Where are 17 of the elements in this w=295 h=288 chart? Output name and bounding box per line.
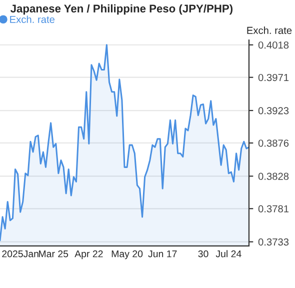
legend-label: Exch. rate (10, 16, 55, 24)
y-tick-label: 0.3781 (258, 205, 289, 212)
x-tick-label: 30 (198, 250, 208, 258)
x-tick-label: Mar 25 (39, 250, 68, 258)
y-tick-label: 0.4018 (258, 41, 289, 49)
y-tick-label: 0.3828 (258, 172, 289, 180)
x-tick-label: Apr 22 (74, 250, 103, 260)
y-axis-title: Exch. rate (247, 26, 292, 34)
x-tick-label: 2025Jan (2, 250, 38, 258)
y-tick-label: 0.3971 (258, 74, 289, 82)
y-tick-label: 0.3876 (258, 140, 289, 147)
x-tick-label: Jul 24 (216, 250, 242, 258)
y-tick-label: 0.3923 (258, 107, 289, 114)
y-tick-label: 0.3733 (258, 238, 289, 246)
chart-title: Japanese Yen / Philippine Peso (JPY/PHP) (10, 4, 232, 15)
x-tick-label: May 20 (112, 250, 143, 260)
x-tick-label: Jun 17 (148, 250, 177, 258)
